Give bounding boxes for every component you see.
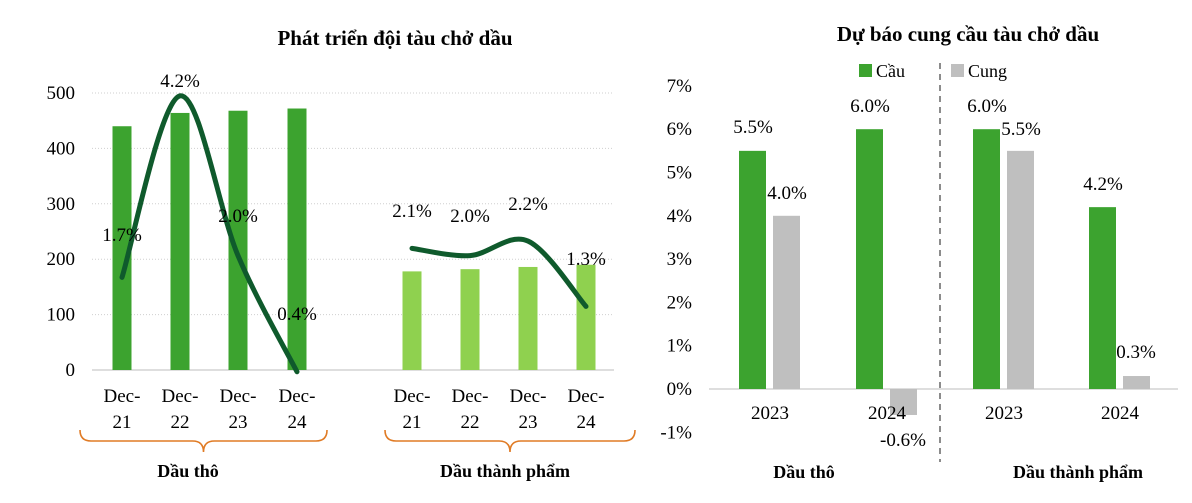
left-y-tick: 200 [47, 249, 76, 270]
left-y-tick: 0 [66, 360, 76, 381]
left-x-tick-line2: 23 [229, 412, 248, 433]
left-growth-labels: 1.7% 4.2% 2.0% 0.4% 2.1% 2.0% 2.2% 1.3% [102, 71, 606, 325]
left-growth-label: 4.2% [160, 71, 200, 92]
right-chart-title: Dự báo cung cầu tàu chở dầu [837, 22, 1100, 46]
left-group-label: Dầu thành phẩm [440, 461, 570, 481]
left-x-tick-line2: 21 [113, 412, 132, 433]
left-x-tick-line2: 22 [171, 412, 190, 433]
right-y-tick: 5% [667, 163, 693, 184]
right-bar-supply [1007, 150, 1034, 389]
left-x-tick-line2: 24 [577, 412, 597, 433]
left-x-tick-line2: 23 [519, 412, 538, 433]
right-y-tick: 4% [667, 206, 693, 227]
left-x-tick-line1: Dec- [162, 386, 199, 407]
legend-swatch-supply [951, 64, 964, 77]
left-bars [112, 108, 596, 371]
left-growth-label: 0.4% [277, 304, 317, 325]
right-legend: Cầu Cung [859, 61, 1007, 81]
right-bar-demand [739, 150, 766, 389]
right-bar-supply [773, 215, 800, 389]
left-growth-line [119, 93, 300, 375]
left-bar [228, 110, 248, 370]
legend-label-supply: Cung [968, 61, 1007, 81]
left-growth-lines [119, 93, 589, 375]
right-x-tick: 2023 [985, 403, 1023, 424]
right-data-labels: 5.5%4.0%6.0%-0.6%6.0%5.5%4.2%0.3% [733, 96, 1156, 451]
legend-label-demand: Cầu [876, 61, 905, 81]
right-x-axis: 2023 2024 2023 2024 [751, 403, 1140, 424]
left-group-brackets: Dầu thô Dầu thành phẩm [79, 429, 636, 481]
left-x-tick-line2: 22 [461, 412, 480, 433]
left-growth-label: 2.1% [392, 201, 432, 222]
right-x-tick: 2023 [751, 403, 789, 424]
left-group-bracket [384, 429, 636, 453]
left-y-tick: 300 [47, 194, 76, 215]
left-bar [112, 126, 132, 371]
supply-demand-chart: Dự báo cung cầu tàu chở dầu Cầu Cung -1%… [660, 22, 1178, 482]
right-group-label: Dầu thành phẩm [1013, 462, 1143, 482]
right-bar-demand [973, 129, 1000, 389]
right-data-label: 5.5% [1001, 119, 1041, 140]
right-bar-demand [1089, 207, 1116, 389]
right-data-label: 6.0% [850, 96, 890, 117]
right-y-tick: 7% [667, 76, 693, 97]
left-growth-label: 2.0% [450, 206, 490, 227]
left-bar [576, 264, 596, 370]
left-y-axis: 0 100 200 300 400 500 [47, 83, 76, 381]
left-y-tick: 400 [47, 138, 76, 159]
right-y-tick: 3% [667, 249, 693, 270]
left-x-tick-line2: 24 [288, 412, 308, 433]
fleet-growth-chart: Phát triển đội tàu chở dầu 0 100 200 300 400… [47, 26, 636, 481]
right-y-tick: 6% [667, 119, 693, 140]
legend-swatch-demand [859, 64, 872, 77]
left-growth-label: 2.0% [218, 206, 258, 227]
right-y-tick: 0% [667, 379, 693, 400]
left-group-bracket [79, 429, 328, 453]
left-y-tick: 500 [47, 83, 76, 104]
right-y-tick: 1% [667, 336, 693, 357]
left-bar [460, 269, 480, 370]
left-x-tick-line2: 21 [403, 412, 422, 433]
right-data-label: 6.0% [967, 96, 1007, 117]
right-bar-demand [856, 129, 883, 389]
left-group-label: Dầu thô [157, 461, 219, 481]
right-x-tick: 2024 [1101, 403, 1140, 424]
left-bar [170, 112, 190, 370]
right-y-tick: -1% [660, 422, 692, 443]
left-y-tick: 100 [47, 305, 76, 326]
right-y-tick: 2% [667, 292, 693, 313]
right-data-label: 0.3% [1116, 342, 1156, 363]
right-data-label: 4.0% [767, 183, 807, 204]
right-data-label: 4.2% [1083, 174, 1123, 195]
left-bar [287, 108, 307, 371]
right-bar-supply [890, 389, 917, 415]
right-group-labels: Dầu thô Dầu thành phẩm [773, 462, 1143, 482]
right-data-label: 5.5% [733, 117, 773, 138]
right-group-label: Dầu thô [773, 462, 835, 482]
left-x-tick-line1: Dec- [104, 386, 141, 407]
left-x-tick-line1: Dec- [394, 386, 431, 407]
right-x-tick: 2024 [868, 403, 907, 424]
left-chart-title: Phát triển đội tàu chở dầu [277, 26, 512, 50]
left-growth-label: 1.3% [566, 249, 606, 270]
left-growth-label: 1.7% [102, 225, 142, 246]
left-growth-line [409, 236, 589, 309]
left-x-tick-line1: Dec- [568, 386, 605, 407]
left-bar [402, 271, 422, 370]
right-data-label: -0.6% [880, 430, 926, 451]
left-x-tick-line1: Dec- [510, 386, 547, 407]
left-bar [518, 266, 538, 370]
left-growth-label: 2.2% [508, 194, 548, 215]
left-x-tick-line1: Dec- [279, 386, 316, 407]
right-bars [739, 129, 1150, 415]
right-bar-supply [1123, 376, 1150, 389]
left-x-tick-line1: Dec- [220, 386, 257, 407]
left-x-tick-line1: Dec- [452, 386, 489, 407]
left-x-axis: Dec- 21 Dec- 22 Dec- 23 Dec- 24 Dec- 21 Dec- 22 Dec-… [104, 386, 605, 433]
